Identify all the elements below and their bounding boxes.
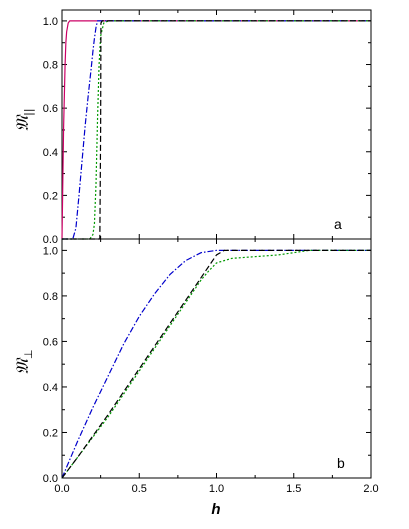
panel-a-series-line-4	[62, 20, 371, 240]
panel-b-ticks: 0.0 0.2 0.4 0.6 0.8 1.0	[43, 239, 372, 485]
svg-text:𝔐⊥: 𝔐⊥	[13, 349, 35, 374]
panel-b-ytick-label: 0.8	[43, 291, 58, 303]
x-tick-label: 1.5	[286, 483, 301, 495]
panel-b-series-line-1	[61, 249, 371, 479]
panel-a-label: a	[334, 216, 342, 232]
panel-a-series-line-3	[62, 20, 371, 240]
panel-a-ytick-label: 0.2	[43, 190, 58, 202]
x-tick-label: 0.5	[132, 483, 147, 495]
panel-b-ytick-label: 0.6	[43, 336, 58, 348]
panel-b-ytick-label: 0.2	[43, 427, 58, 439]
panel-b-ylabel-subscript: ⊥	[22, 349, 35, 359]
panel-b-ylabel-symbol: 𝔐	[13, 357, 33, 375]
panel-b-ylabel: 𝔐⊥	[13, 349, 35, 374]
x-tick-label: 1.0	[209, 483, 224, 495]
panel-a-ytick-label: 0.8	[43, 60, 58, 72]
x-axis-label: h	[211, 501, 220, 518]
panel-b-series-line-2	[61, 249, 371, 479]
panel-b-frame	[61, 238, 372, 479]
x-tick-label: 0.0	[54, 483, 69, 495]
panel-a: 0.0 0.2 0.4 0.6 0.8 1.0 a 𝔐||	[13, 9, 372, 246]
svg-text:𝔐||: 𝔐||	[13, 108, 35, 131]
panel-a-ylabel-symbol: 𝔐	[13, 114, 33, 132]
panel-a-frame	[61, 9, 372, 240]
panel-a-ytick-label: 0.6	[43, 103, 58, 115]
panel-a-ytick-label: 1.0	[43, 16, 58, 28]
x-axis-tick-labels: 0.0 0.5 1.0 1.5 2.0	[54, 483, 378, 495]
panel-b-ytick-label: 0.4	[43, 382, 58, 394]
panel-b-series	[61, 249, 371, 479]
panel-a-series-line-2	[62, 20, 371, 240]
panel-b-ytick-label: 1.0	[43, 245, 58, 257]
panel-b-label: b	[337, 455, 345, 471]
x-tick-label: 2.0	[363, 483, 378, 495]
panel-b-series-line-3	[61, 249, 371, 479]
panel-a-ylabel-subscript: ||	[22, 108, 35, 115]
panel-a-series-line-1	[61, 20, 371, 240]
panel-a-ticks: 0.0 0.2 0.4 0.6 0.8 1.0	[43, 10, 372, 246]
panel-a-ytick-label: 0.0	[43, 234, 58, 246]
panel-b-ytick-label: 0.0	[43, 473, 58, 485]
panel-a-ylabel: 𝔐||	[13, 108, 35, 131]
panel-a-series	[61, 20, 371, 240]
panel-a-ytick-label: 0.4	[43, 147, 58, 159]
panel-b: 0.0 0.2 0.4 0.6 0.8 1.0 b 𝔐⊥	[13, 238, 372, 485]
